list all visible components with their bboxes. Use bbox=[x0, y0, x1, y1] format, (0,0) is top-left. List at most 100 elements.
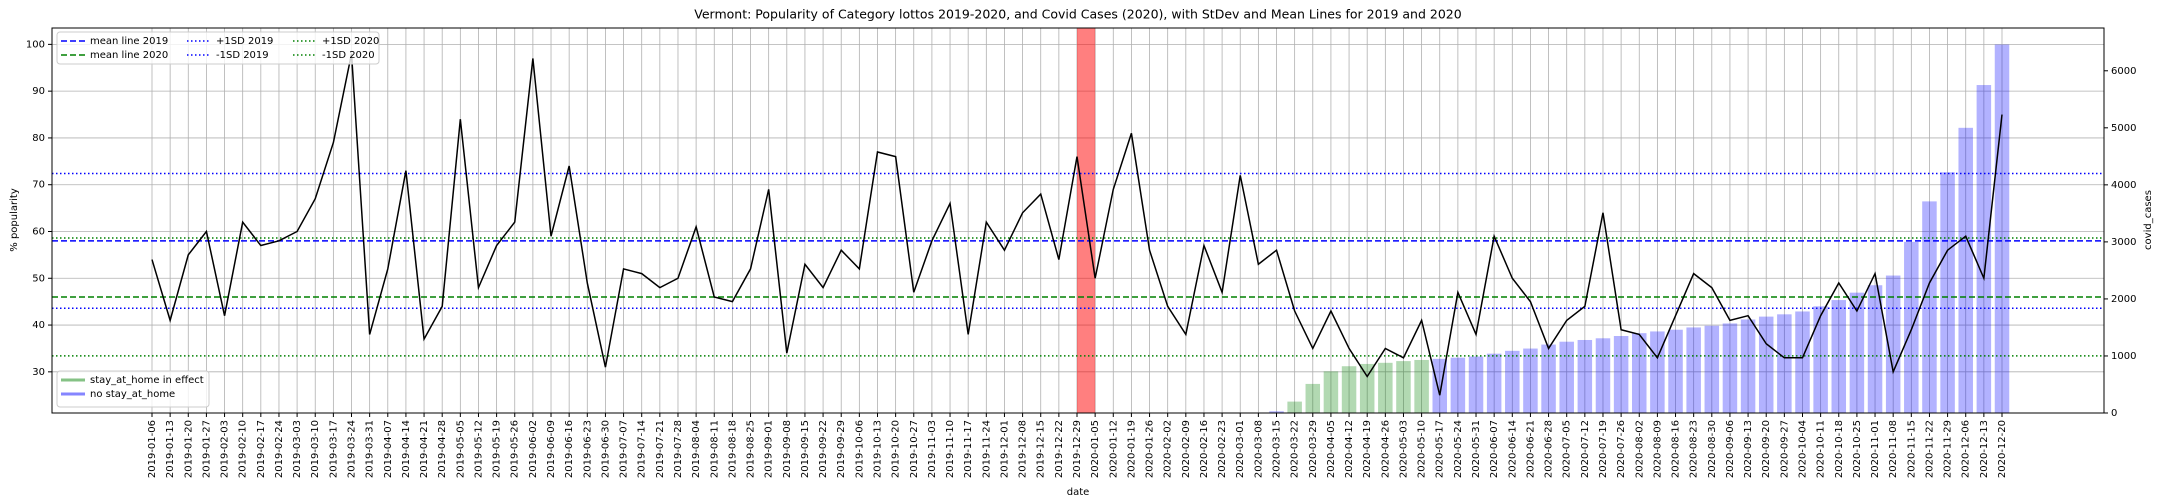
x-tick-label: 2019-12-29 bbox=[1072, 420, 1083, 478]
x-tick-label: 2020-08-02 bbox=[1634, 420, 1645, 478]
y-tick-label: 80 bbox=[32, 133, 45, 144]
x-tick-label: 2019-06-02 bbox=[528, 420, 539, 478]
x-tick-label: 2019-02-17 bbox=[256, 420, 267, 478]
y2-tick-label: 6000 bbox=[2111, 66, 2136, 77]
x-tick-label: 2020-04-26 bbox=[1380, 420, 1391, 478]
bar bbox=[1940, 172, 1955, 413]
x-tick-label: 2019-12-15 bbox=[1036, 420, 1047, 478]
x-tick-label: 2020-03-01 bbox=[1235, 420, 1246, 478]
bar bbox=[1976, 85, 1992, 413]
x-axis-label: date bbox=[1067, 487, 1090, 498]
x-tick-label: 2020-07-19 bbox=[1598, 420, 1609, 478]
legend-label: +1SD 2020 bbox=[322, 36, 379, 47]
y2-tick-label: 2000 bbox=[2111, 294, 2136, 305]
bar bbox=[1287, 401, 1302, 413]
y2-tick-label: 3000 bbox=[2111, 237, 2136, 248]
x-tick-label: 2019-06-09 bbox=[546, 420, 557, 478]
bar bbox=[1813, 306, 1828, 413]
x-tick-label: 2020-08-23 bbox=[1689, 420, 1700, 478]
y-tick-label: 90 bbox=[32, 86, 45, 97]
x-tick-label: 2019-04-21 bbox=[419, 420, 430, 478]
bar bbox=[1378, 362, 1393, 413]
x-tick-label: 2020-05-31 bbox=[1471, 420, 1482, 478]
x-tick-label: 2020-01-12 bbox=[1108, 420, 1119, 478]
x-tick-label: 2020-01-26 bbox=[1145, 420, 1156, 478]
x-tick-label: 2020-09-20 bbox=[1761, 420, 1772, 478]
x-tick-label: 2020-04-05 bbox=[1326, 420, 1337, 478]
x-tick-label: 2019-01-20 bbox=[183, 420, 194, 478]
bar bbox=[1505, 350, 1520, 413]
x-tick-label: 2019-06-30 bbox=[600, 420, 611, 478]
x-tick-label: 2020-02-09 bbox=[1181, 420, 1192, 478]
legend-label: -1SD 2020 bbox=[322, 50, 375, 61]
x-tick-label: 2019-03-17 bbox=[328, 420, 339, 478]
legend-label: no stay_at_home bbox=[90, 389, 175, 400]
bar bbox=[1686, 327, 1701, 413]
x-tick-label: 2019-03-31 bbox=[365, 420, 376, 478]
x-tick-label: 2020-01-05 bbox=[1090, 420, 1101, 478]
y2-tick-label: 1000 bbox=[2111, 351, 2136, 362]
x-tick-label: 2019-09-29 bbox=[836, 420, 847, 478]
x-tick-label: 2020-02-02 bbox=[1163, 420, 1174, 478]
x-tick-label: 2020-01-19 bbox=[1126, 420, 1137, 478]
bar bbox=[1650, 331, 1665, 413]
x-tick-label: 2020-06-14 bbox=[1507, 420, 1518, 478]
y-tick-label: 50 bbox=[32, 273, 45, 284]
x-tick-label: 2019-07-21 bbox=[655, 420, 666, 478]
bar bbox=[1849, 292, 1865, 413]
legend-box bbox=[56, 370, 210, 408]
y2-tick-label: 0 bbox=[2111, 408, 2117, 419]
bar bbox=[1559, 341, 1574, 413]
x-tick-label: 2020-05-24 bbox=[1453, 420, 1464, 478]
x-tick-label: 2019-05-12 bbox=[473, 420, 484, 478]
plot-frame bbox=[51, 27, 2105, 414]
x-tick-label: 2020-07-05 bbox=[1562, 420, 1573, 478]
x-tick-label: 2020-10-18 bbox=[1834, 420, 1845, 478]
x-tick-label: 2019-07-28 bbox=[673, 420, 684, 478]
x-tick-label: 2019-11-17 bbox=[963, 420, 974, 478]
bar bbox=[1305, 383, 1321, 413]
x-tick-label: 2020-04-12 bbox=[1344, 420, 1355, 478]
x-tick-label: 2019-09-15 bbox=[800, 420, 811, 478]
x-tick-label: 2020-07-26 bbox=[1616, 420, 1627, 478]
x-tick-label: 2019-08-11 bbox=[709, 420, 720, 478]
legend-label: -1SD 2019 bbox=[216, 50, 269, 61]
x-tick-label: 2019-09-22 bbox=[818, 420, 829, 478]
bar bbox=[1740, 319, 1756, 413]
x-tick-label: 2020-09-27 bbox=[1779, 420, 1790, 478]
bar bbox=[1450, 357, 1466, 413]
bar bbox=[1269, 411, 1284, 413]
y-tick-label: 40 bbox=[32, 320, 45, 331]
bar bbox=[1541, 344, 1556, 413]
y-tick-label: 30 bbox=[32, 367, 45, 378]
bar bbox=[1323, 371, 1339, 413]
x-tick-label: 2020-12-20 bbox=[1997, 420, 2008, 478]
x-tick-label: 2019-06-16 bbox=[564, 420, 575, 478]
y-tick-label: 70 bbox=[32, 180, 45, 191]
legend-label: stay_at_home in effect bbox=[90, 375, 204, 386]
bar bbox=[1722, 323, 1738, 413]
bar bbox=[1396, 361, 1411, 413]
chart-title: Vermont: Popularity of Category lottos 2… bbox=[694, 7, 1461, 22]
y-axis-label: % popularity bbox=[9, 188, 20, 252]
x-tick-label: 2019-04-28 bbox=[437, 420, 448, 478]
bar bbox=[1595, 338, 1611, 413]
x-tick-label: 2020-11-01 bbox=[1870, 420, 1881, 478]
x-tick-label: 2020-10-11 bbox=[1816, 420, 1827, 478]
x-tick-label: 2019-07-07 bbox=[619, 420, 630, 478]
x-tick-label: 2019-08-18 bbox=[727, 420, 738, 478]
x-tick-label: 2020-02-16 bbox=[1199, 420, 1210, 478]
bar bbox=[1904, 241, 1919, 413]
x-tick-label: 2019-09-08 bbox=[782, 420, 793, 478]
x-tick-label: 2019-06-23 bbox=[582, 420, 593, 478]
x-tick-label: 2019-10-20 bbox=[891, 420, 902, 478]
x-tick-label: 2020-02-23 bbox=[1217, 420, 1228, 478]
bar bbox=[1867, 285, 1883, 413]
x-tick-label: 2020-11-22 bbox=[1924, 420, 1935, 478]
x-tick-label: 2019-05-05 bbox=[455, 420, 466, 478]
x-tick-label: 2019-11-03 bbox=[927, 420, 938, 478]
y2-tick-label: 4000 bbox=[2111, 180, 2136, 191]
x-tick-label: 2019-03-24 bbox=[347, 420, 358, 478]
x-tick-label: 2020-03-08 bbox=[1253, 420, 1264, 478]
x-tick-label: 2020-06-07 bbox=[1489, 420, 1500, 478]
